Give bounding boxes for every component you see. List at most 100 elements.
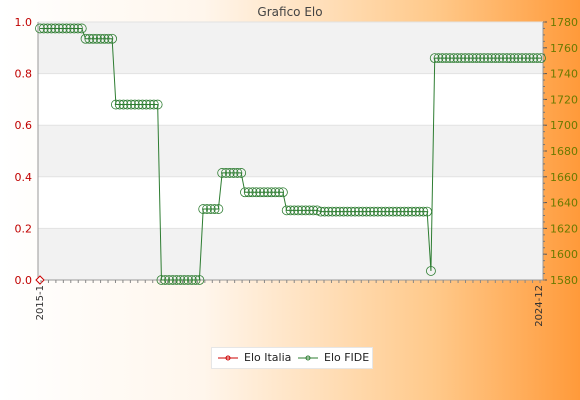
legend-label-fide: Elo FIDE <box>324 351 370 364</box>
data-point-elo-fide <box>520 53 531 64</box>
data-point-elo-fide <box>213 204 224 214</box>
data-point-elo-fide <box>107 33 118 44</box>
data-point-elo-fide <box>517 53 527 64</box>
data-point-elo-fide <box>194 275 205 285</box>
data-point-elo-fide <box>528 53 539 64</box>
data-point-elo-fide <box>369 206 379 217</box>
data-point-elo-fide <box>338 206 349 217</box>
data-point-elo-fide <box>160 275 171 285</box>
data-point-elo-fide <box>460 53 470 64</box>
data-point-elo-fide <box>240 187 250 198</box>
data-point-elo-fide <box>205 204 216 214</box>
data-point-elo-fide <box>308 205 319 216</box>
data-point-elo-fide <box>262 187 273 198</box>
data-point-elo-fide <box>133 99 144 110</box>
data-point-elo-fide <box>247 187 258 198</box>
left-tick-label: 0.4 <box>15 171 33 184</box>
data-point-elo-fide <box>95 33 106 44</box>
right-tick-label: 1780 <box>550 16 578 29</box>
data-point-elo-fide <box>342 206 353 217</box>
data-point-elo-fide <box>164 275 174 285</box>
data-point-elo-fide <box>376 206 387 217</box>
data-point-elo-fide <box>471 53 482 64</box>
data-point-elo-fide <box>285 205 296 216</box>
x-tick-label-last: 2024-12 <box>534 285 545 327</box>
data-point-elo-fide <box>209 204 220 214</box>
data-point-elo-fide <box>141 99 152 110</box>
data-point-elo-fide <box>46 23 57 34</box>
data-point-elo-fide <box>202 204 212 214</box>
data-point-elo-fide <box>61 23 72 34</box>
data-point-elo-fide <box>384 206 395 217</box>
data-point-elo-fide <box>312 205 322 216</box>
data-point-elo-fide <box>274 187 285 198</box>
data-point-elo-fide <box>183 275 193 285</box>
data-point-elo-fide <box>50 23 61 34</box>
data-point-elo-fide <box>111 99 121 110</box>
data-point-elo-fide <box>99 33 110 44</box>
data-point-elo-fide <box>410 206 421 217</box>
data-point-elo-fide <box>186 275 197 285</box>
data-point-elo-fide <box>475 53 486 64</box>
data-point-elo-fide <box>190 275 201 285</box>
data-point-elo-fide <box>372 206 383 217</box>
data-point-elo-fide <box>304 205 315 216</box>
data-point-elo-fide <box>198 204 209 214</box>
data-point-elo-fide <box>482 53 493 64</box>
right-tick-label: 1680 <box>550 145 578 158</box>
data-point-elo-fide <box>445 53 455 64</box>
data-point-elo-fide <box>463 53 474 64</box>
data-point-elo-fide <box>156 275 167 285</box>
data-point-elo-fide <box>228 168 239 178</box>
data-point-elo-fide <box>73 23 83 34</box>
data-point-elo-fide <box>323 206 334 217</box>
data-point-elo-fide <box>114 99 125 110</box>
data-point-elo-fide <box>365 206 376 217</box>
data-point-elo-fide <box>152 99 163 110</box>
data-point-elo-fide <box>122 99 133 110</box>
grid-band <box>38 228 543 280</box>
left-tick-label: 0.6 <box>15 119 33 132</box>
right-tick-label: 1620 <box>550 222 578 235</box>
data-point-elo-fide <box>407 206 417 217</box>
legend-item-fide: Elo FIDE <box>298 351 369 364</box>
data-point-elo-fide <box>513 53 524 64</box>
right-tick-label: 1660 <box>550 171 578 184</box>
left-tick-label: 0.2 <box>15 222 33 235</box>
data-point-elo-fide <box>331 206 341 217</box>
data-point-elo-fide <box>395 206 406 217</box>
data-point-elo-fide <box>38 23 49 34</box>
legend-label-italia: Elo Italia <box>244 351 292 364</box>
data-point-elo-fide <box>255 187 266 198</box>
data-point-elo-fide <box>334 206 345 217</box>
right-tick-label: 1700 <box>550 119 578 132</box>
legend-item-italia: Elo Italia <box>218 351 291 364</box>
data-point-elo-fide <box>361 206 372 217</box>
data-point-elo-fide <box>266 187 277 198</box>
data-point-elo-fide <box>236 168 247 178</box>
data-point-elo-fide <box>148 99 159 110</box>
data-point-elo-fide <box>467 53 478 64</box>
series-line-elo-fide <box>40 27 541 281</box>
data-point-elo-fide <box>259 187 269 198</box>
data-point-elo-italia <box>35 275 45 285</box>
data-point-elo-fide <box>126 99 136 110</box>
data-point-elo-fide <box>452 53 463 64</box>
data-point-elo-fide <box>232 168 243 178</box>
data-point-elo-fide <box>509 53 520 64</box>
data-point-elo-fide <box>391 206 402 217</box>
x-tick-label-first: 2015-1 <box>35 285 46 320</box>
data-point-elo-fide <box>418 206 429 217</box>
right-tick-label: 1640 <box>550 197 578 210</box>
left-tick-label: 0.8 <box>15 68 33 81</box>
data-point-elo-fide <box>69 23 80 34</box>
data-point-elo-fide <box>137 99 148 110</box>
data-point-elo-fide <box>414 206 425 217</box>
data-point-elo-fide <box>293 205 303 216</box>
data-point-elo-fide <box>433 53 444 64</box>
data-point-elo-fide <box>179 275 190 285</box>
data-point-elo-fide <box>399 206 410 217</box>
left-tick-label: 1.0 <box>15 16 33 29</box>
data-point-elo-fide <box>350 206 360 217</box>
